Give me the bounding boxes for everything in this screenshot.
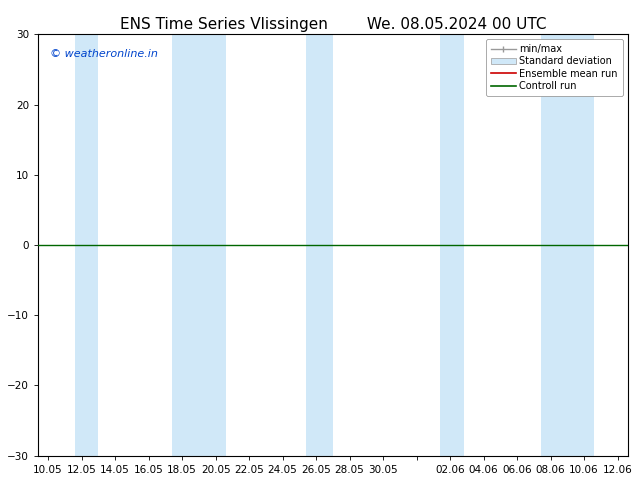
Bar (75, 34, 98, 456)
Text: © weatheronline.in: © weatheronline.in (50, 49, 158, 59)
Legend: min/max, Standard deviation, Ensemble mean run, Controll run: min/max, Standard deviation, Ensemble me… (486, 39, 623, 96)
Bar (306, 34, 333, 456)
Bar (172, 34, 226, 456)
Bar (440, 34, 463, 456)
Bar (541, 34, 594, 456)
Title: ENS Time Series Vlissingen        We. 08.05.2024 00 UTC: ENS Time Series Vlissingen We. 08.05.202… (120, 17, 546, 32)
